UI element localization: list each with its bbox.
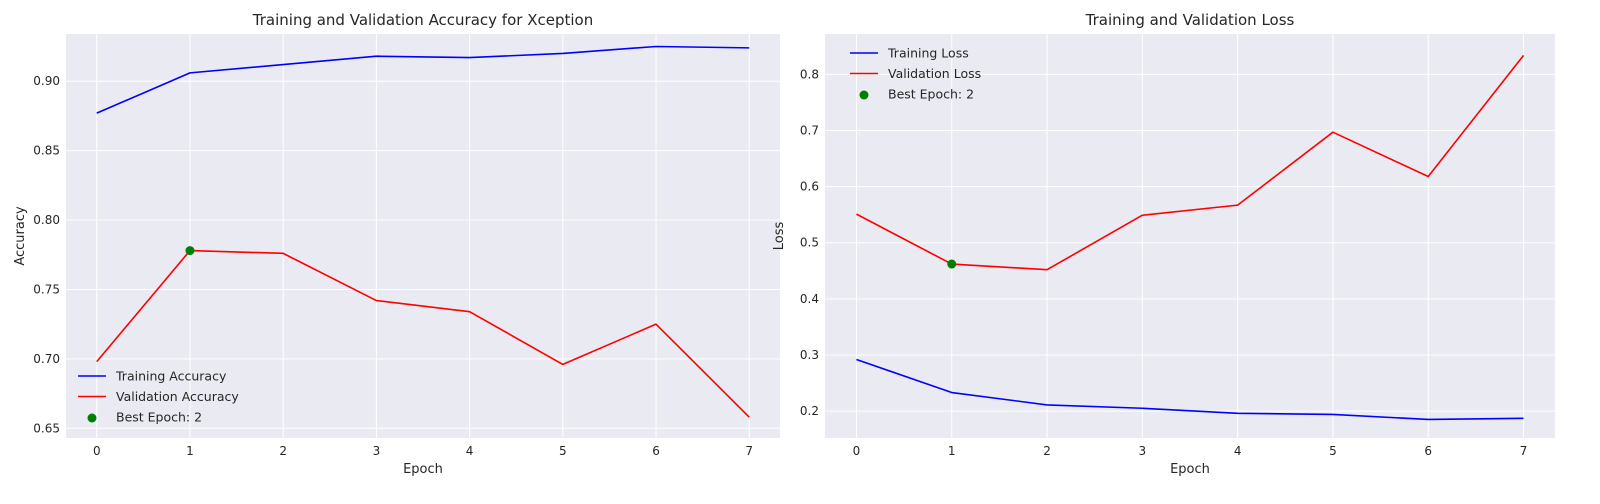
accuracy-x-tick-label: 6 xyxy=(652,444,660,458)
loss-x-tick-label: 3 xyxy=(1139,444,1147,458)
accuracy-series-line-training-accuracy xyxy=(96,45,750,114)
loss-y-tick-label: 0.3 xyxy=(800,348,819,362)
loss-plot-area xyxy=(825,34,1555,438)
loss-y-tick-label: 0.8 xyxy=(800,67,819,81)
legend-best-epoch-swatch xyxy=(859,90,869,100)
accuracy-grid xyxy=(66,34,780,438)
legend-best-epoch-swatch xyxy=(87,413,97,423)
accuracy-series-line-validation-accuracy xyxy=(96,249,750,418)
loss-series xyxy=(856,54,1525,421)
loss-y-axis-label: Loss xyxy=(772,222,787,251)
accuracy-chart: 0 1 2 3 4 5 6 7 0.65 0.70 0.75 0.80 0.85 0.90 Trainin… xyxy=(13,11,780,477)
legend-training-loss-label: Training Loss xyxy=(887,46,969,61)
accuracy-y-tick-label: 0.80 xyxy=(33,213,60,227)
loss-x-tick-label: 1 xyxy=(948,444,956,458)
accuracy-y-axis-label: Accuracy xyxy=(13,206,28,266)
accuracy-y-tick-label: 0.75 xyxy=(33,282,60,296)
loss-series-line-training-loss xyxy=(856,358,1524,421)
accuracy-x-tick-label: 1 xyxy=(186,444,194,458)
legend-validation-loss-label: Validation Loss xyxy=(888,66,981,81)
loss-series-line-validation-loss xyxy=(856,54,1525,271)
loss-y-tick-label: 0.4 xyxy=(800,292,819,306)
accuracy-x-tick-label: 3 xyxy=(373,444,381,458)
loss-x-tick-label: 4 xyxy=(1234,444,1242,458)
loss-x-axis-label: Epoch xyxy=(1170,462,1210,477)
accuracy-y-tick-label: 0.90 xyxy=(33,74,60,88)
legend-best-epoch-label: Best Epoch: 2 xyxy=(888,87,974,102)
loss-y-tick-label: 0.6 xyxy=(800,180,819,194)
accuracy-y-tick-label: 0.65 xyxy=(33,421,60,435)
accuracy-y-tick-label: 0.85 xyxy=(33,144,60,158)
accuracy-x-tick-label: 0 xyxy=(93,444,101,458)
loss-y-tick-label: 0.7 xyxy=(800,124,819,138)
accuracy-ticks: 0 1 2 3 4 5 6 7 0.65 0.70 0.75 0.80 0.85 0.90 xyxy=(33,74,753,458)
loss-y-tick-label: 0.2 xyxy=(800,404,819,418)
loss-chart: 0 1 2 3 4 5 6 7 0.2 0.3 0.4 0.5 0.6 0.7 0.8 Training a… xyxy=(772,11,1555,477)
accuracy-chart-title: Training and Validation Accuracy for Xce… xyxy=(252,11,593,29)
loss-x-tick-label: 0 xyxy=(853,444,861,458)
loss-x-tick-label: 2 xyxy=(1043,444,1051,458)
loss-legend: Training Loss Validation Loss Best Epoch… xyxy=(850,46,981,102)
accuracy-best-epoch-marker xyxy=(185,246,195,256)
legend-validation-accuracy-label: Validation Accuracy xyxy=(116,389,239,404)
accuracy-series xyxy=(96,45,750,418)
accuracy-x-tick-label: 2 xyxy=(279,444,287,458)
accuracy-x-tick-label: 4 xyxy=(466,444,474,458)
accuracy-y-tick-label: 0.70 xyxy=(33,352,60,366)
legend-training-accuracy-label: Training Accuracy xyxy=(115,369,227,384)
accuracy-x-axis-label: Epoch xyxy=(403,462,443,477)
legend-best-epoch-label: Best Epoch: 2 xyxy=(116,410,202,425)
loss-ticks: 0 1 2 3 4 5 6 7 0.2 0.3 0.4 0.5 0.6 0.7 0.8 xyxy=(800,67,1527,458)
loss-x-tick-label: 5 xyxy=(1329,444,1337,458)
loss-best-epoch-marker xyxy=(947,259,957,269)
loss-y-tick-label: 0.5 xyxy=(800,236,819,250)
loss-x-tick-label: 6 xyxy=(1424,444,1432,458)
accuracy-x-tick-label: 7 xyxy=(745,444,753,458)
loss-x-tick-label: 7 xyxy=(1520,444,1528,458)
accuracy-x-tick-label: 5 xyxy=(559,444,567,458)
loss-chart-title: Training and Validation Loss xyxy=(1085,11,1295,29)
accuracy-plot-area xyxy=(66,34,780,438)
accuracy-legend: Training Accuracy Validation Accuracy Be… xyxy=(78,369,239,425)
